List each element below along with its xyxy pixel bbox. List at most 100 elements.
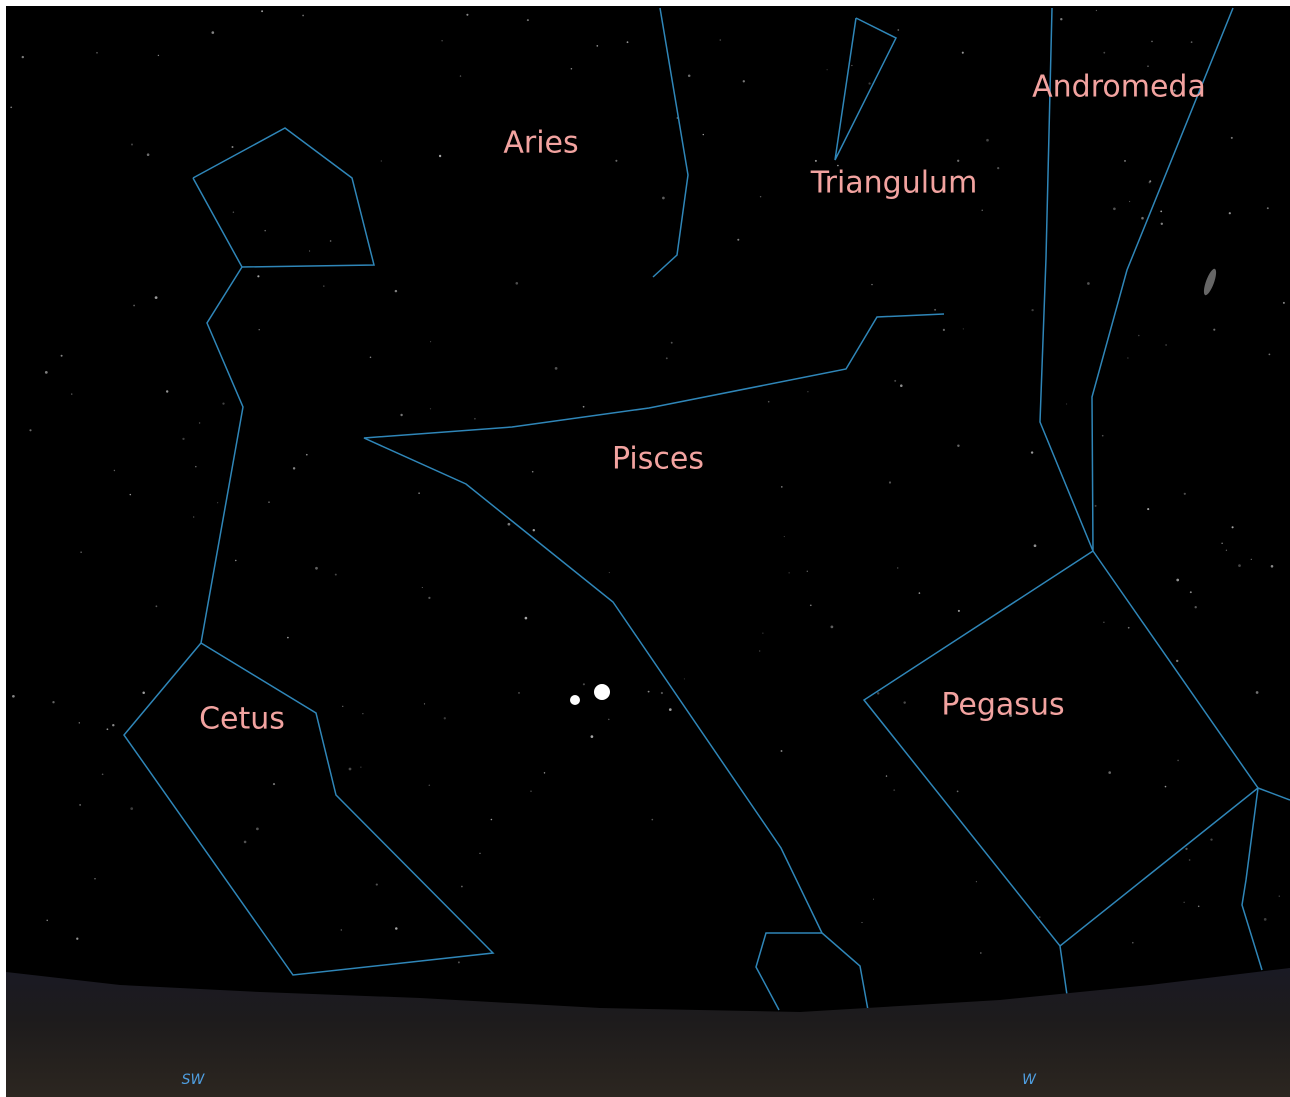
star <box>10 106 13 109</box>
cetus-lines <box>192 127 375 268</box>
star <box>1190 41 1193 43</box>
star <box>806 570 808 572</box>
star <box>479 852 481 854</box>
constellation-label: Aries <box>503 126 578 161</box>
star <box>443 717 446 720</box>
star <box>457 961 460 964</box>
star <box>897 29 900 31</box>
star <box>1213 328 1216 331</box>
star <box>608 718 610 721</box>
star <box>893 789 896 791</box>
star <box>1094 504 1097 507</box>
star <box>762 632 764 634</box>
star <box>1151 40 1153 43</box>
star <box>459 75 462 77</box>
star <box>348 767 352 771</box>
star <box>146 153 150 156</box>
star <box>1087 282 1090 285</box>
star <box>421 586 423 589</box>
star <box>997 166 1000 170</box>
star <box>182 437 185 441</box>
star <box>101 773 104 776</box>
star <box>428 784 431 786</box>
star <box>461 885 463 888</box>
star <box>394 289 398 293</box>
star <box>543 772 546 774</box>
star <box>1113 207 1116 211</box>
star <box>1015 701 1018 703</box>
constellation-label: Andromeda <box>1032 70 1206 105</box>
star <box>1250 558 1252 561</box>
star <box>1185 847 1188 851</box>
star <box>1210 838 1213 841</box>
star <box>670 341 673 344</box>
star <box>962 328 964 330</box>
star <box>702 133 704 136</box>
planet <box>594 684 610 700</box>
star <box>885 775 888 777</box>
star <box>986 138 989 142</box>
star <box>428 596 431 600</box>
star <box>596 45 599 47</box>
star <box>142 691 145 694</box>
star <box>1060 18 1063 21</box>
star <box>1030 451 1034 454</box>
star <box>956 790 959 793</box>
star <box>1176 578 1180 582</box>
star <box>231 146 234 148</box>
star <box>1230 136 1233 139</box>
sky <box>6 6 1290 1097</box>
star <box>1009 714 1012 717</box>
star <box>647 690 650 693</box>
star <box>369 356 372 359</box>
star <box>531 470 534 473</box>
star <box>979 952 982 954</box>
star <box>193 516 195 518</box>
star <box>788 572 790 574</box>
triangulum-lines <box>834 17 898 161</box>
star <box>1103 621 1105 623</box>
star <box>154 296 158 299</box>
star <box>1221 542 1223 544</box>
star <box>975 881 977 883</box>
star <box>942 328 946 332</box>
star <box>872 898 875 900</box>
star <box>232 211 235 213</box>
star <box>261 10 264 13</box>
star <box>1194 606 1197 609</box>
star <box>211 31 215 34</box>
star <box>767 400 770 403</box>
star <box>129 493 132 496</box>
star <box>1255 691 1259 694</box>
star <box>918 592 921 594</box>
star <box>582 405 585 408</box>
compass-label: SW <box>182 1072 206 1088</box>
aries-lines <box>652 7 689 278</box>
star <box>309 250 311 252</box>
star <box>668 708 672 711</box>
constellation-label: Cetus <box>199 702 285 737</box>
star <box>165 390 169 393</box>
star <box>1124 159 1126 162</box>
star <box>80 551 82 553</box>
star <box>272 783 276 786</box>
star <box>235 559 237 562</box>
star <box>1188 859 1191 861</box>
star <box>1266 207 1269 210</box>
constellation-lines <box>123 7 1290 1011</box>
star <box>334 573 337 576</box>
star <box>302 14 304 17</box>
star <box>1127 626 1130 629</box>
star <box>155 605 158 608</box>
compass-label: W <box>1022 1072 1037 1088</box>
star <box>896 567 899 569</box>
star <box>957 609 960 612</box>
star <box>76 937 79 940</box>
star <box>133 304 136 307</box>
star <box>380 160 382 162</box>
star <box>131 143 133 146</box>
star <box>305 453 308 456</box>
star <box>957 444 960 448</box>
constellation-label: Triangulum <box>810 166 978 201</box>
